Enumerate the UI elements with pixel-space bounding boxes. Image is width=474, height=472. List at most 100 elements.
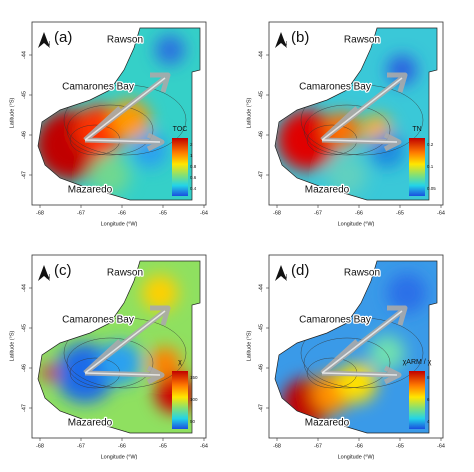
legend-tick: 0.2: [427, 142, 434, 147]
map-panel: N (a) Rawson Camarones Bay Mazaredo TOC 2 1 0.8 0…: [9, 21, 208, 227]
colorbar: [172, 371, 188, 429]
x-tick-label: -67: [314, 210, 322, 216]
frame: [268, 254, 444, 439]
legend-tick: 0.8: [190, 164, 197, 169]
y-tick-label: -47: [258, 404, 264, 412]
x-tick-label: -64: [200, 443, 208, 449]
y-tick-label: -44: [21, 284, 27, 292]
colorbar: [172, 138, 188, 196]
x-tick-label: -67: [77, 443, 85, 449]
contour: [303, 337, 391, 389]
colorbar: [409, 138, 425, 196]
y-axis-title: Latitude (°S): [9, 98, 15, 129]
blob: [327, 155, 367, 195]
panel-label: (a): [54, 29, 72, 46]
x-tick-label: -68: [273, 443, 281, 449]
blob: [142, 275, 178, 311]
x-tick-label: -67: [77, 210, 85, 216]
y-tick-label: -46: [21, 131, 27, 139]
y-tick-label: -45: [21, 91, 27, 99]
place-name: Mazaredo: [305, 185, 350, 196]
x-tick-label: -66: [118, 210, 126, 216]
arrow-core: [321, 77, 403, 143]
contour: [300, 317, 424, 389]
colorbar: [409, 371, 425, 429]
x-axis-title: Longitude (°W): [101, 454, 138, 460]
x-axis-title: Longitude (°W): [338, 221, 375, 227]
y-tick-label: -45: [21, 324, 27, 332]
panel-label: (b): [291, 29, 309, 46]
legend-tick: 8: [427, 375, 430, 380]
panel-label: (c): [54, 262, 72, 279]
y-tick-label: -46: [258, 131, 264, 139]
legend-title: TN: [412, 126, 421, 133]
north-label: N: [46, 275, 50, 281]
legend-title: χ: [178, 359, 182, 366]
north-arrow: [275, 32, 287, 48]
legend-title: TOC: [173, 126, 188, 133]
map-panel: N (d) Rawson Camarones Bay Mazaredo χARM / χ 8…: [246, 254, 445, 460]
place-name: Rawson: [344, 35, 380, 46]
place-name: Camarones Bay: [299, 315, 371, 326]
arrow-core: [321, 310, 403, 376]
coastline: [37, 260, 201, 434]
legend-tick: 0.05: [427, 186, 436, 191]
frame: [31, 21, 207, 206]
y-tick-label: -47: [258, 171, 264, 179]
north-arrow: [38, 265, 50, 281]
blob: [42, 365, 58, 381]
y-axis-title: Latitude (°S): [246, 98, 252, 129]
legend-tick: 150: [190, 375, 198, 380]
y-tick-label: -46: [258, 364, 264, 372]
north-arrow: [38, 32, 50, 48]
map-panel: N (b) Rawson Camarones Bay Mazaredo TN 0.2 0.1 0…: [246, 21, 445, 227]
blob: [337, 363, 377, 403]
north-label: N: [283, 42, 287, 48]
x-tick-label: -66: [118, 443, 126, 449]
x-tick-label: -65: [396, 210, 404, 216]
contour: [303, 104, 391, 156]
contour: [66, 337, 154, 389]
frame: [268, 21, 444, 206]
north-label: N: [46, 42, 50, 48]
blob: [155, 35, 185, 65]
y-tick-label: -44: [21, 51, 27, 59]
x-tick-label: -64: [437, 443, 445, 449]
x-tick-label: -66: [355, 443, 363, 449]
x-tick-label: -66: [355, 210, 363, 216]
place-name: Camarones Bay: [299, 82, 371, 93]
arrow-core: [84, 77, 166, 143]
legend-tick: 2: [190, 142, 193, 147]
legend-tick: 0.1: [427, 164, 434, 169]
legend-tick: 4: [427, 419, 430, 424]
x-tick-label: -68: [36, 210, 44, 216]
coastline: [274, 260, 438, 434]
x-tick-label: -68: [36, 443, 44, 449]
legend-tick: 1: [190, 153, 193, 158]
blob: [90, 155, 130, 195]
legend-tick: 0.4: [190, 186, 197, 191]
x-axis-title: Longitude (°W): [101, 221, 138, 227]
frame: [31, 254, 207, 439]
x-tick-label: -64: [437, 210, 445, 216]
y-tick-label: -46: [21, 364, 27, 372]
place-name: Mazaredo: [305, 418, 350, 429]
x-tick-label: -65: [159, 210, 167, 216]
x-tick-label: -64: [200, 210, 208, 216]
legend-tick: 100: [190, 397, 198, 402]
place-name: Camarones Bay: [62, 315, 134, 326]
x-tick-label: -67: [314, 443, 322, 449]
y-tick-label: -45: [258, 324, 264, 332]
north-label: N: [283, 275, 287, 281]
arrow-core: [84, 310, 166, 376]
contour: [300, 84, 424, 156]
coastline: [37, 27, 201, 201]
x-axis-title: Longitude (°W): [338, 454, 375, 460]
blob: [387, 273, 427, 313]
place-name: Mazaredo: [68, 418, 113, 429]
place-name: Rawson: [107, 268, 143, 279]
contour: [66, 104, 154, 156]
x-tick-label: -65: [159, 443, 167, 449]
place-name: Rawson: [107, 35, 143, 46]
